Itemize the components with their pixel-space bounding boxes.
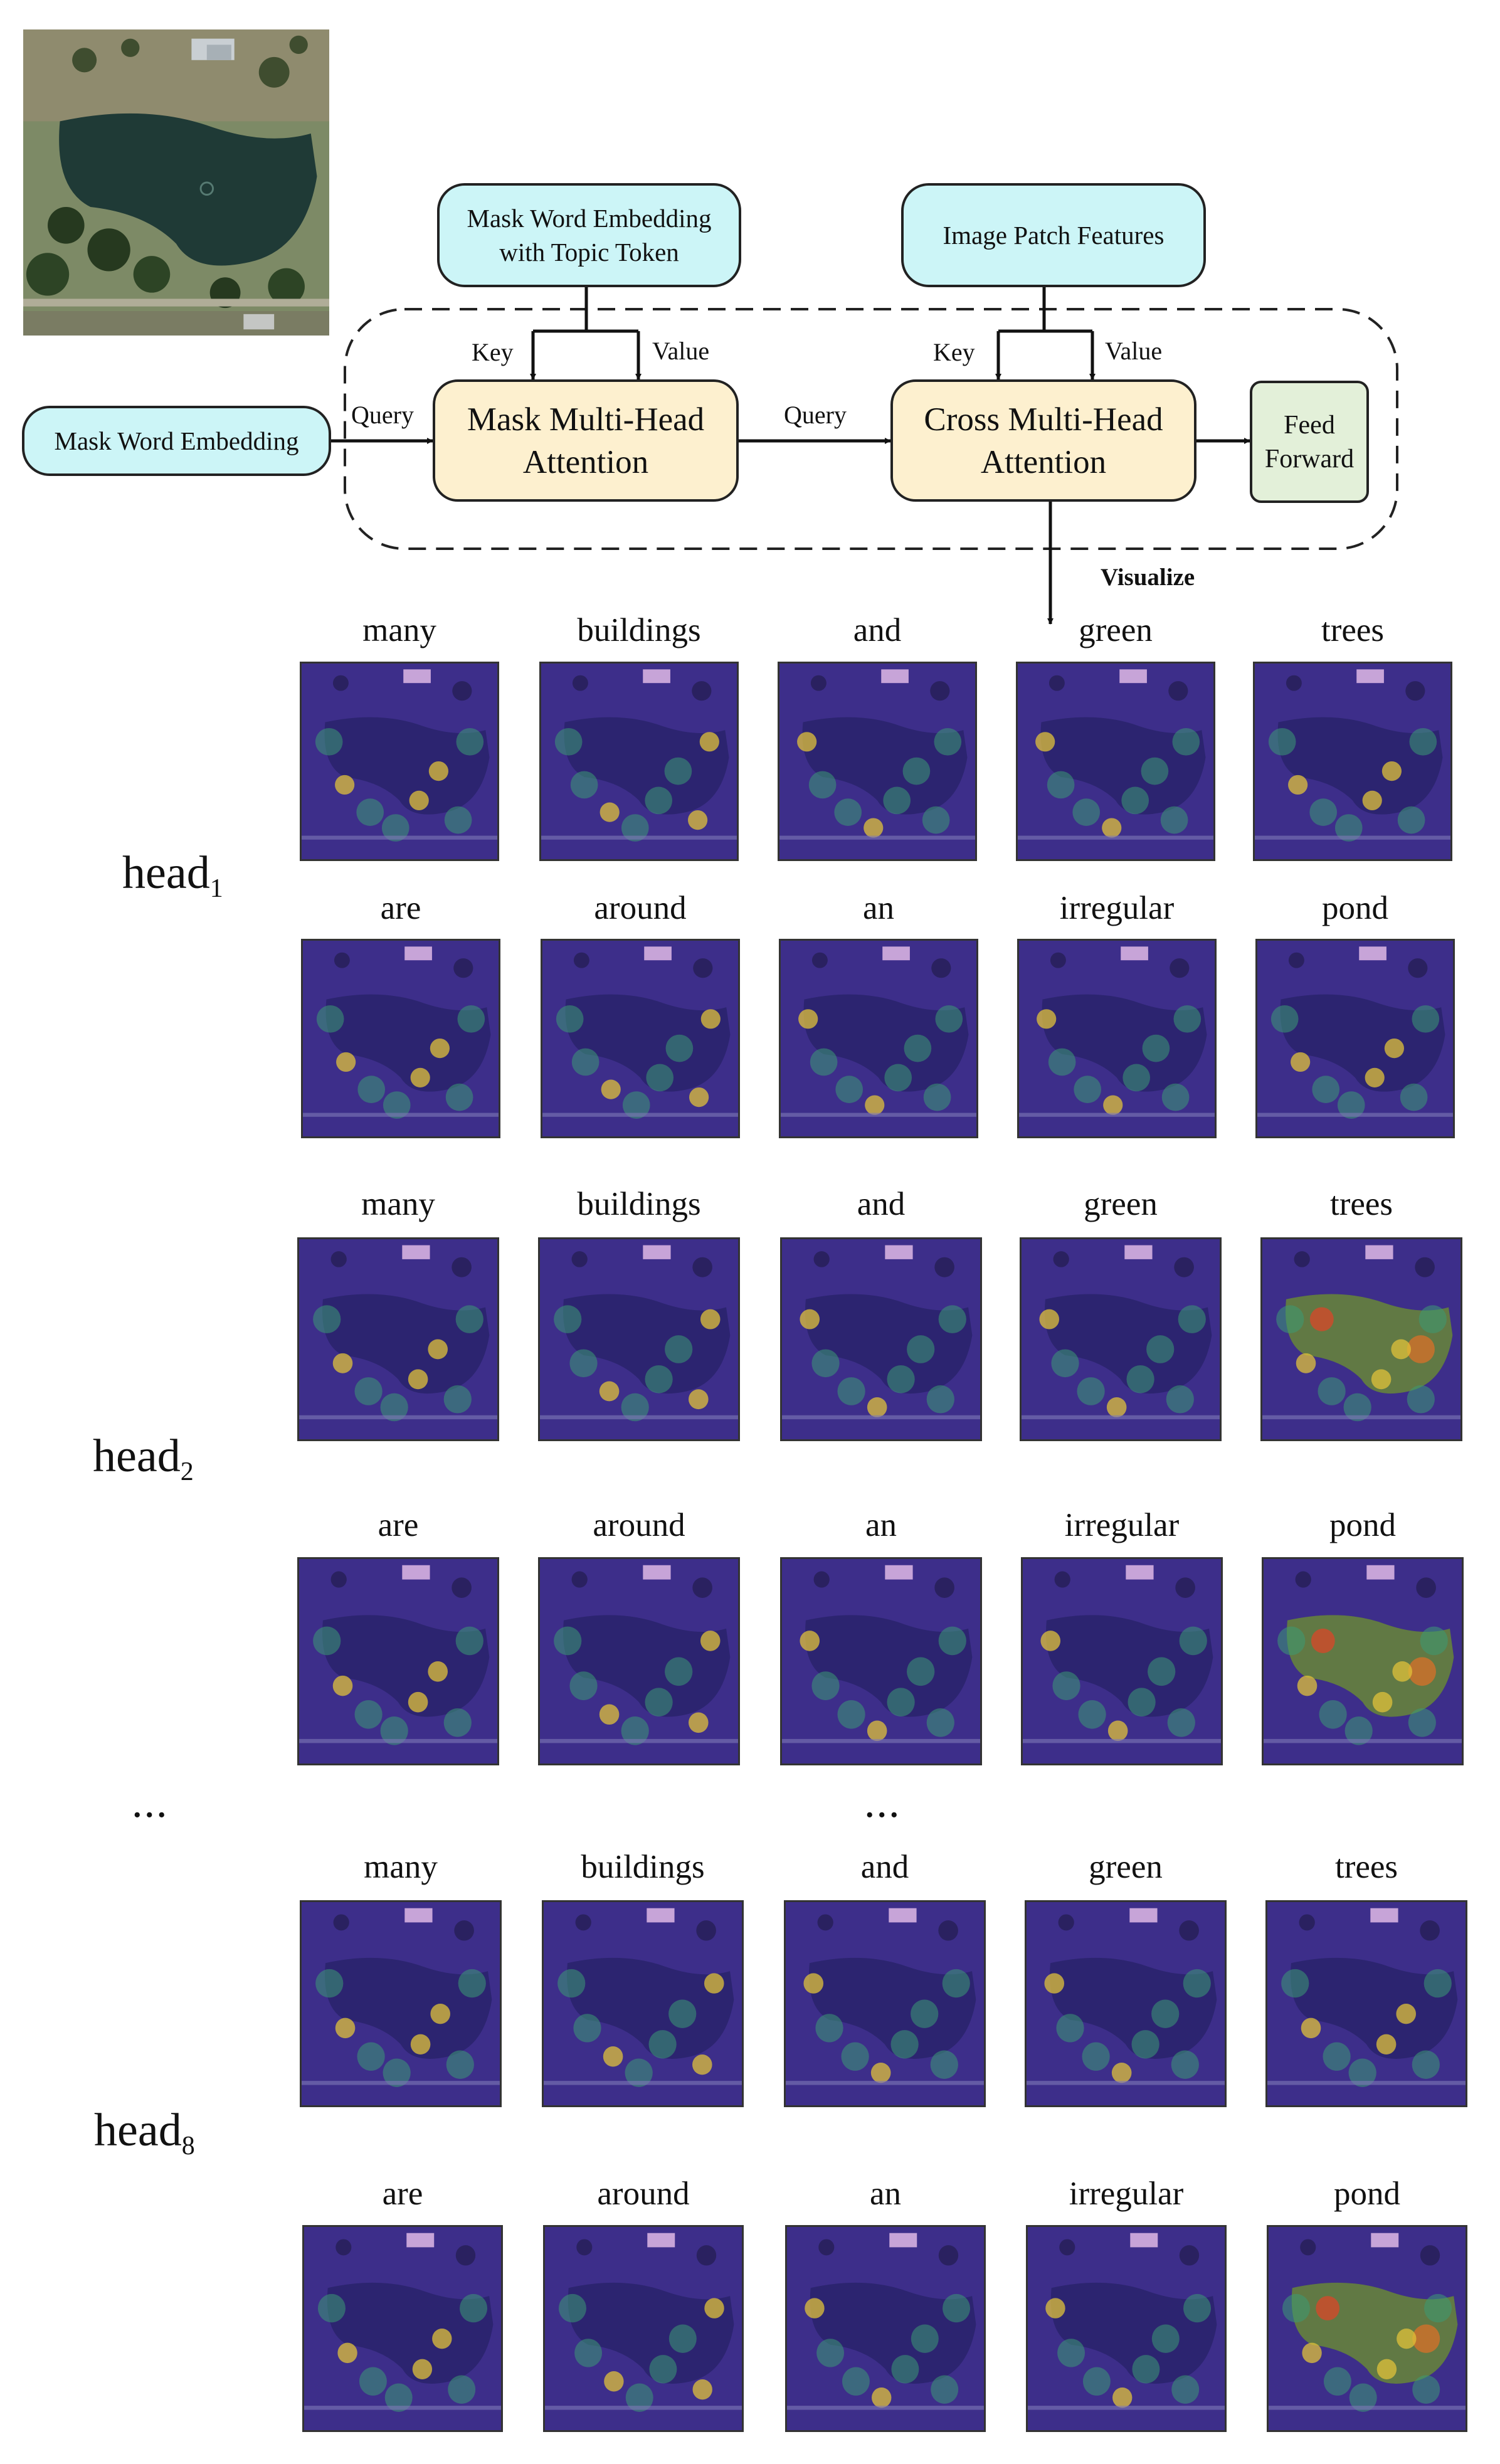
attention-heatmap-tile [780, 1237, 982, 1441]
ellipsis-left: ... [132, 1779, 169, 1827]
attention-heatmap-tile [779, 939, 978, 1138]
topic-box-line1: Mask Word Embedding [467, 204, 712, 233]
mask-word-embedding-topic-box: Mask Word Embedding with Topic Token [437, 183, 741, 287]
word-label: pond [1334, 2176, 1400, 2212]
word-label: and [860, 1849, 909, 1885]
attention-heatmap-tile [539, 662, 739, 861]
word-label: are [378, 1507, 419, 1543]
word-label: trees [1321, 612, 1385, 648]
attention-heatmap-tile [1260, 1237, 1462, 1441]
word-label: an [862, 890, 895, 926]
word-label: around [593, 1507, 685, 1543]
attention-heatmap-tile [1265, 1900, 1467, 2107]
head-label-2: head2 [93, 1430, 194, 1486]
attention-heatmap-tile [1255, 939, 1455, 1138]
word-label: pond [1329, 1507, 1396, 1543]
attention-heatmap-tile [1262, 1557, 1464, 1765]
query-label-1: Query [351, 401, 414, 429]
attention-heatmap-tile [300, 662, 499, 861]
mask-mha-line2: Attention [522, 443, 649, 480]
image-patch-label: Image Patch Features [943, 221, 1165, 250]
attention-heatmap-tile [538, 1237, 740, 1441]
attention-heatmap-tile [300, 1900, 502, 2107]
attention-heatmap-tile [1016, 662, 1215, 861]
word-label: green [1079, 612, 1153, 648]
cross-mha-line2: Attention [980, 443, 1107, 480]
feed-forward-line2: Forward [1264, 444, 1355, 473]
word-label: pond [1322, 890, 1388, 926]
attention-heatmap-tile [778, 662, 977, 861]
word-label: green [1089, 1849, 1163, 1885]
visualize-label: Visualize [1101, 564, 1195, 591]
attention-heatmap-tile [538, 1557, 740, 1765]
value-label-mask: Value [652, 337, 710, 365]
cross-mha-line1: Cross Multi-Head [924, 401, 1163, 438]
satellite-image [23, 29, 329, 336]
attention-heatmap-tile [1253, 662, 1452, 861]
word-label: trees [1329, 1186, 1393, 1222]
attention-heatmap-tile [543, 2225, 744, 2432]
word-label: and [853, 612, 902, 648]
attention-heatmap-tile [541, 939, 740, 1138]
attention-heatmap-tile [542, 1900, 744, 2107]
word-label: an [865, 1507, 897, 1543]
mask-word-embedding-label: Mask Word Embedding [54, 426, 299, 455]
attention-heatmap-tile [297, 1557, 499, 1765]
attention-heatmap-tile [302, 2225, 503, 2432]
word-label: buildings [577, 612, 701, 648]
word-label: trees [1334, 1849, 1398, 1885]
word-label: irregular [1069, 2176, 1184, 2212]
word-label: irregular [1059, 890, 1175, 926]
attention-heatmap-tile [784, 1900, 986, 2107]
attention-heatmap-tile [1026, 2225, 1227, 2432]
image-patch-features-box: Image Patch Features [901, 183, 1206, 287]
word-label: buildings [581, 1849, 705, 1885]
word-label: green [1084, 1186, 1158, 1222]
word-label: buildings [577, 1186, 701, 1222]
attention-heatmap-tile [1267, 2225, 1467, 2432]
attention-heatmap-tile [297, 1237, 499, 1441]
word-label: around [594, 890, 687, 926]
word-label: irregular [1064, 1507, 1180, 1543]
attention-heatmap-tile [785, 2225, 986, 2432]
word-label: many [361, 1186, 435, 1222]
key-label-cross: Key [933, 338, 975, 366]
word-label: around [597, 2176, 690, 2212]
mask-word-embedding-box: Mask Word Embedding [22, 406, 331, 476]
attention-heatmap-tile [1020, 1237, 1222, 1441]
word-label: many [364, 1849, 438, 1885]
key-label-mask: Key [472, 338, 514, 366]
ellipsis-center: ... [864, 1779, 901, 1827]
query-label-2: Query [784, 401, 847, 429]
decoder-layer-dashed-frame [344, 308, 1398, 550]
head-label-1: head1 [122, 847, 223, 903]
word-label: an [869, 2176, 902, 2212]
feed-forward-line1: Feed [1284, 410, 1335, 440]
feed-forward-box: Feed Forward [1250, 381, 1369, 503]
word-label: are [382, 2176, 423, 2212]
mask-mha-line1: Mask Multi-Head [467, 401, 705, 438]
mask-multi-head-attention-box: Mask Multi-Head Attention [433, 379, 739, 502]
word-label: and [857, 1186, 906, 1222]
word-label: are [380, 890, 421, 926]
attention-heatmap-tile [780, 1557, 982, 1765]
head-label-8: head8 [94, 2105, 195, 2160]
word-label: many [362, 612, 436, 648]
diagram-connectors [331, 287, 1398, 625]
topic-box-line2: with Topic Token [499, 238, 679, 267]
attention-heatmap-tile [1025, 1900, 1227, 2107]
attention-heatmap-tile [1021, 1557, 1223, 1765]
value-label-cross: Value [1105, 337, 1163, 365]
cross-multi-head-attention-box: Cross Multi-Head Attention [890, 379, 1196, 502]
attention-heatmap-tile [301, 939, 500, 1138]
attention-heatmap-tile [1017, 939, 1217, 1138]
